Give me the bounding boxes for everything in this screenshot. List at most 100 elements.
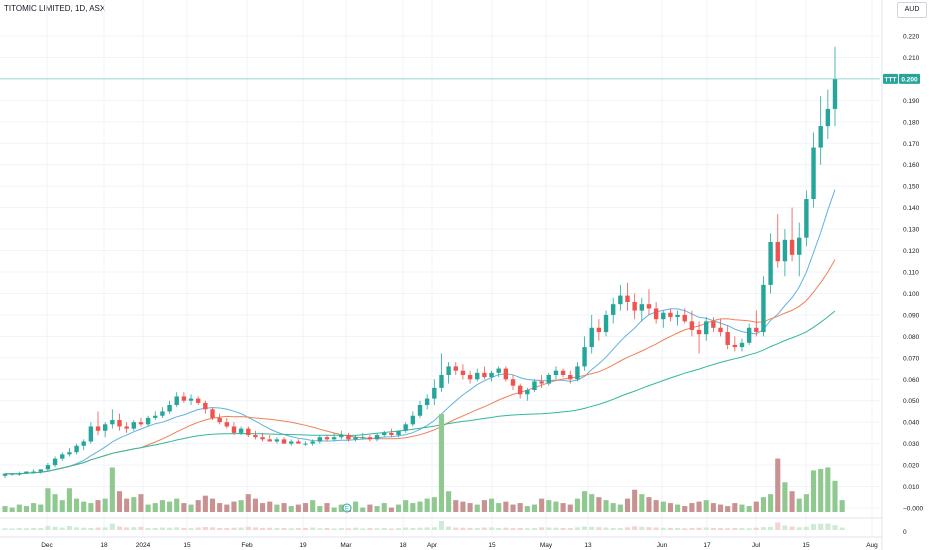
sub-pane-bar (38, 528, 44, 530)
candle-body (704, 321, 709, 335)
candle-body (310, 441, 315, 444)
candle (825, 89, 831, 139)
x-tick-label: Mar (340, 542, 352, 549)
candle (610, 297, 616, 324)
candle (797, 222, 802, 277)
time-axis[interactable]: Dec 18 2024 15 Feb 19 Mar 18 Apr 15 May 13 Jun 17 Jul 1… (41, 542, 878, 549)
candle-body (489, 372, 494, 378)
candle-body (110, 420, 115, 425)
sub-pane-bar (596, 527, 602, 530)
sub-pane-bar (410, 527, 416, 530)
candle (489, 370, 494, 382)
candle-body (432, 387, 437, 399)
candle-body (260, 437, 265, 440)
candle (761, 276, 766, 337)
sub-pane-bar (131, 527, 137, 530)
sub-pane-bar (775, 522, 781, 530)
sub-pane-bar (16, 528, 22, 530)
volume-bar (596, 497, 602, 512)
y-tick-label: 0.140 (903, 205, 920, 212)
y-tick-label: 0.160 (903, 162, 920, 169)
candle (546, 372, 551, 386)
volume-bar (417, 501, 423, 512)
chart-title: TITOMIC LIMITED, 1D, ASX (4, 4, 106, 13)
y-tick-label: 0.070 (903, 355, 920, 362)
candle-body (446, 366, 451, 375)
volume-bar (195, 500, 201, 512)
volume-bar (317, 506, 323, 512)
sub-pane-bar (818, 523, 824, 530)
sub-pane-bar (488, 527, 495, 530)
volume-bar (725, 506, 731, 512)
volume-bar (66, 488, 72, 512)
x-tick-label: Feb (241, 542, 253, 549)
candle (589, 314, 594, 354)
sub-pane-bar (446, 526, 452, 530)
sub-pane-bar (460, 527, 466, 530)
candle (396, 430, 401, 438)
candle-body (575, 366, 580, 380)
candle (81, 439, 86, 451)
candle-body (24, 471, 29, 474)
last-price-value: 0.200 (901, 76, 918, 83)
candle-body (582, 347, 587, 367)
grid (0, 0, 880, 537)
volume-bar (517, 503, 523, 512)
volume-bar (810, 470, 817, 512)
y-tick-label: 0.220 (903, 34, 920, 41)
sub-pane-zero-label: 0 (903, 529, 907, 536)
candle-body (231, 426, 237, 433)
sub-pane-bar (803, 526, 809, 530)
volume-bar (310, 500, 316, 512)
candle (725, 325, 730, 350)
candle-body (74, 445, 79, 453)
volume-bar (209, 498, 216, 512)
x-tick-label: 15 (488, 542, 496, 549)
volume-bar (675, 504, 681, 512)
sub-pane-bar (174, 527, 180, 530)
y-tick-label: 0.020 (903, 463, 920, 470)
volume-bar (331, 507, 337, 512)
volume-bar (703, 500, 709, 512)
volume-bar (481, 500, 487, 512)
candle-body (424, 398, 430, 406)
volume-bar (746, 506, 752, 512)
candle (410, 411, 416, 427)
volume-bar (582, 491, 588, 512)
x-tick-label: May (540, 542, 553, 549)
candle (339, 430, 344, 440)
x-tick-label: Aug (866, 542, 878, 549)
sub-pane-bar (438, 521, 445, 530)
sub-pane-bar (73, 527, 80, 530)
sub-pane-bar (59, 527, 65, 530)
candle-body (353, 437, 358, 440)
candle-body (439, 374, 444, 388)
candle-body (382, 432, 387, 436)
candle (661, 310, 666, 328)
candle (367, 435, 373, 442)
sub-pane-bar (632, 526, 638, 530)
sub-pane (2, 521, 845, 530)
volume-bar (768, 494, 774, 512)
candle (181, 392, 187, 403)
candle (639, 297, 645, 322)
volume-bar (73, 498, 80, 512)
candle-body (389, 432, 394, 436)
candle (618, 284, 623, 311)
candle (453, 362, 458, 375)
candle (446, 362, 451, 384)
candle-body (131, 422, 136, 429)
currency-button[interactable]: AUD (897, 2, 927, 18)
sub-pane-bar (524, 528, 530, 530)
ma-slow-line (5, 310, 836, 475)
candle-body (496, 368, 501, 373)
candle (568, 370, 573, 384)
candle (231, 422, 237, 436)
candle-body (81, 441, 86, 446)
sub-pane-bar (288, 528, 294, 530)
event-marker (342, 503, 352, 513)
volume-bar (632, 489, 638, 512)
sub-pane-bar (395, 528, 402, 530)
